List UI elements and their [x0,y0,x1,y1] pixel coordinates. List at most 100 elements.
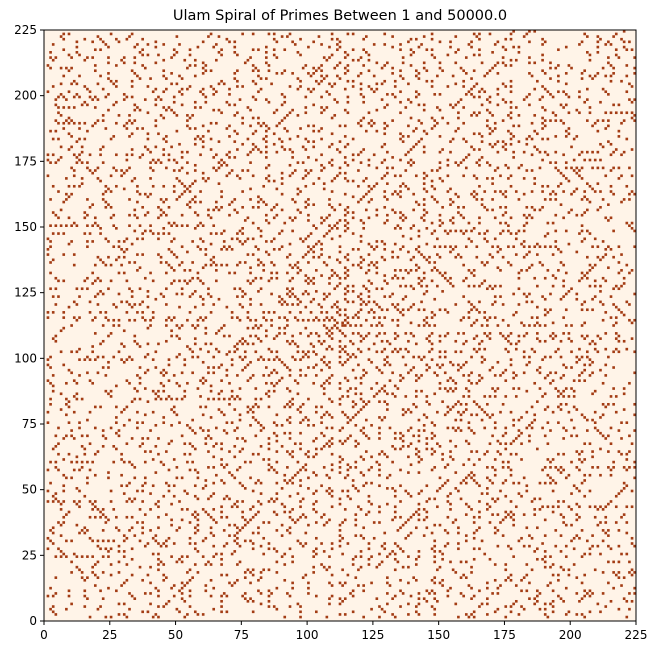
prime-cell [417,324,421,327]
prime-cell [562,500,565,503]
prime-cell [162,368,166,372]
prime-cell [138,156,142,159]
prime-cell [486,287,489,291]
prime-cell [86,287,89,291]
prime-cell [275,450,279,453]
prime-cell [343,108,347,112]
prime-cell [275,439,279,443]
prime-cell [467,221,471,225]
prime-cell [122,492,126,495]
prime-cell [422,187,426,191]
prime-cell [120,342,123,346]
prime-cell [286,303,289,306]
prime-cell [383,121,387,125]
prime-cell [567,505,571,509]
prime-cell [401,565,405,569]
prime-cell [491,129,494,133]
prime-cell [262,137,266,141]
prime-cell [236,148,239,151]
prime-cell [109,174,113,178]
prime-cell [209,531,213,535]
prime-cell [67,216,71,220]
prime-cell [409,237,413,241]
prime-cell [580,72,584,75]
prime-cell [225,163,229,167]
prime-cell [196,387,200,390]
prime-cell [491,387,494,390]
prime-cell [383,174,387,178]
prime-cell [359,565,363,569]
prime-cell [462,410,465,414]
prime-cell [359,381,363,385]
prime-cell [270,497,273,501]
prime-cell [175,413,179,417]
prime-cell [517,418,521,422]
prime-cell [399,311,402,314]
prime-cell [236,542,239,545]
prime-cell [270,318,273,322]
prime-cell [254,434,258,438]
prime-cell [122,534,126,537]
prime-cell [343,124,347,128]
prime-cell [459,481,463,485]
prime-cell [178,421,181,424]
prime-cell [567,95,571,99]
prime-cell [251,505,255,509]
prime-cell [480,355,484,359]
prime-cell [259,576,263,579]
prime-cell [293,295,297,298]
prime-cell [272,384,276,388]
prime-cell [343,213,347,217]
prime-cell [83,494,87,498]
prime-cell [541,505,544,509]
prime-cell [570,166,573,170]
prime-cell [528,61,531,65]
prime-cell [507,466,510,469]
prime-cell [451,389,455,393]
prime-cell [170,408,173,411]
prime-cell [199,248,202,251]
prime-cell [430,468,434,472]
prime-cell [225,368,229,372]
prime-cell [122,555,126,558]
prime-cell [351,353,355,356]
prime-cell [433,434,437,438]
prime-cell [315,489,318,493]
prime-cell [165,513,168,516]
prime-cell [367,494,371,498]
prime-cell [399,48,402,52]
prime-cell [564,129,568,133]
prime-cell [472,347,476,351]
prime-cell [172,269,176,272]
prime-cell [617,334,621,338]
prime-cell [270,466,273,469]
prime-cell [391,66,394,70]
prime-cell [604,437,608,440]
prime-cell [528,439,531,443]
prime-cell [191,350,194,354]
prime-cell [564,366,568,369]
prime-cell [504,447,508,451]
prime-cell [491,481,494,485]
prime-cell [57,111,60,115]
prime-cell [343,219,347,222]
prime-cell [543,313,547,317]
prime-cell [196,476,200,480]
prime-cell [409,410,413,414]
prime-cell [446,410,450,414]
prime-cell [351,284,355,288]
prime-cell [580,213,584,217]
prime-cell [417,434,421,438]
prime-cell [157,552,160,556]
prime-cell [612,586,615,590]
prime-cell [133,318,137,322]
prime-cell [351,137,355,141]
prime-cell [275,471,279,474]
prime-cell [207,129,210,133]
prime-cell [196,550,200,553]
prime-cell [67,242,71,246]
prime-cell [175,381,179,385]
prime-cell [343,156,347,159]
prime-cell [259,261,263,264]
prime-cell [186,224,189,227]
